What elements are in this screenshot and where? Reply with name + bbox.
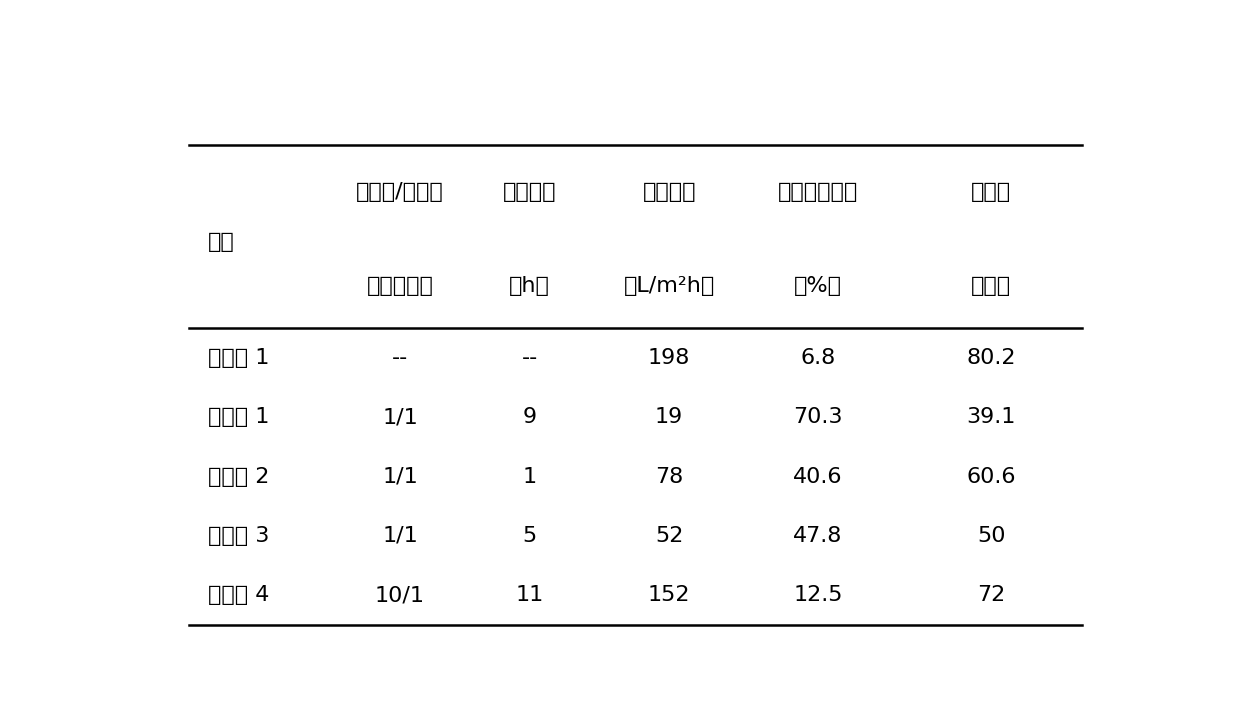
Text: （L/m²h）: （L/m²h） bbox=[624, 276, 714, 296]
Text: 对比例 1: 对比例 1 bbox=[208, 348, 269, 368]
Text: 11: 11 bbox=[516, 585, 544, 606]
Text: 60.6: 60.6 bbox=[966, 466, 1016, 487]
Text: --: -- bbox=[522, 348, 538, 368]
Text: --: -- bbox=[392, 348, 408, 368]
Text: 50: 50 bbox=[977, 526, 1006, 546]
Text: 5: 5 bbox=[523, 526, 537, 546]
Text: 接触角: 接触角 bbox=[971, 182, 1011, 202]
Text: 纯水通量: 纯水通量 bbox=[642, 182, 696, 202]
Text: 6.8: 6.8 bbox=[801, 348, 836, 368]
Text: 80.2: 80.2 bbox=[966, 348, 1016, 368]
Text: 47.8: 47.8 bbox=[794, 526, 843, 546]
Text: 12.5: 12.5 bbox=[794, 585, 843, 606]
Text: 9: 9 bbox=[523, 407, 537, 427]
Text: 152: 152 bbox=[647, 585, 691, 606]
Text: 实施例 3: 实施例 3 bbox=[208, 526, 269, 546]
Text: 40.6: 40.6 bbox=[794, 466, 843, 487]
Text: 10/1: 10/1 bbox=[374, 585, 425, 606]
Text: （h）: （h） bbox=[510, 276, 551, 296]
Text: 沉积时间: 沉积时间 bbox=[503, 182, 557, 202]
Text: 1/1: 1/1 bbox=[382, 466, 418, 487]
Text: 实施例 1: 实施例 1 bbox=[208, 407, 269, 427]
Text: （度）: （度） bbox=[971, 276, 1011, 296]
Text: 1: 1 bbox=[523, 466, 537, 487]
Text: 52: 52 bbox=[655, 526, 683, 546]
Text: 实施例 4: 实施例 4 bbox=[208, 585, 269, 606]
Text: 投料摩尔比: 投料摩尔比 bbox=[367, 276, 434, 296]
Text: 1/1: 1/1 bbox=[382, 407, 418, 427]
Text: 样品: 样品 bbox=[208, 232, 234, 252]
Text: 19: 19 bbox=[655, 407, 683, 427]
Text: 实施例 2: 实施例 2 bbox=[208, 466, 269, 487]
Text: 单宁酸/馒盐的: 单宁酸/馒盐的 bbox=[356, 182, 444, 202]
Text: 198: 198 bbox=[649, 348, 691, 368]
Text: 70.3: 70.3 bbox=[794, 407, 843, 427]
Text: 78: 78 bbox=[655, 466, 683, 487]
Text: 硫酸钓截留率: 硫酸钓截留率 bbox=[777, 182, 858, 202]
Text: （%）: （%） bbox=[794, 276, 842, 296]
Text: 1/1: 1/1 bbox=[382, 526, 418, 546]
Text: 39.1: 39.1 bbox=[966, 407, 1016, 427]
Text: 72: 72 bbox=[977, 585, 1006, 606]
